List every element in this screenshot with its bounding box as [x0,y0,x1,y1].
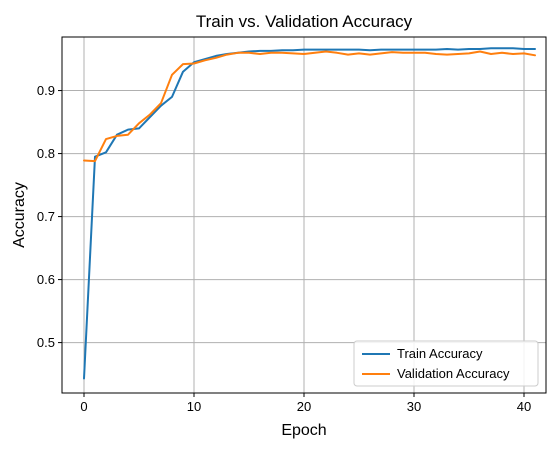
x-tick-label: 0 [80,399,87,414]
y-tick-label: 0.6 [37,272,55,287]
legend: Train Accuracy Validation Accuracy [353,340,539,387]
y-tick-label: 0.7 [37,209,55,224]
legend-label-train: Train Accuracy [397,346,483,361]
train-accuracy-line [83,47,536,380]
chart-title: Train vs. Validation Accuracy [196,12,413,31]
legend-box [353,340,539,387]
x-tick-label: 30 [407,399,421,414]
x-axis-label: Epoch [281,422,326,439]
y-tick-label: 0.9 [37,83,55,98]
x-tick-label: 40 [517,399,531,414]
y-tick-label: 0.8 [37,146,55,161]
grid-lines [62,37,546,393]
y-tick-label: 0.5 [37,335,55,350]
legend-label-validation: Validation Accuracy [397,366,510,381]
x-tick-label: 20 [297,399,311,414]
series-lines [83,47,536,380]
axis-ticks: 0 10 20 30 40 0.5 0.6 0.7 0.8 0.9 [37,83,531,414]
validation-accuracy-line [83,50,536,163]
y-axis-label: Accuracy [11,182,28,248]
x-tick-label: 10 [187,399,201,414]
